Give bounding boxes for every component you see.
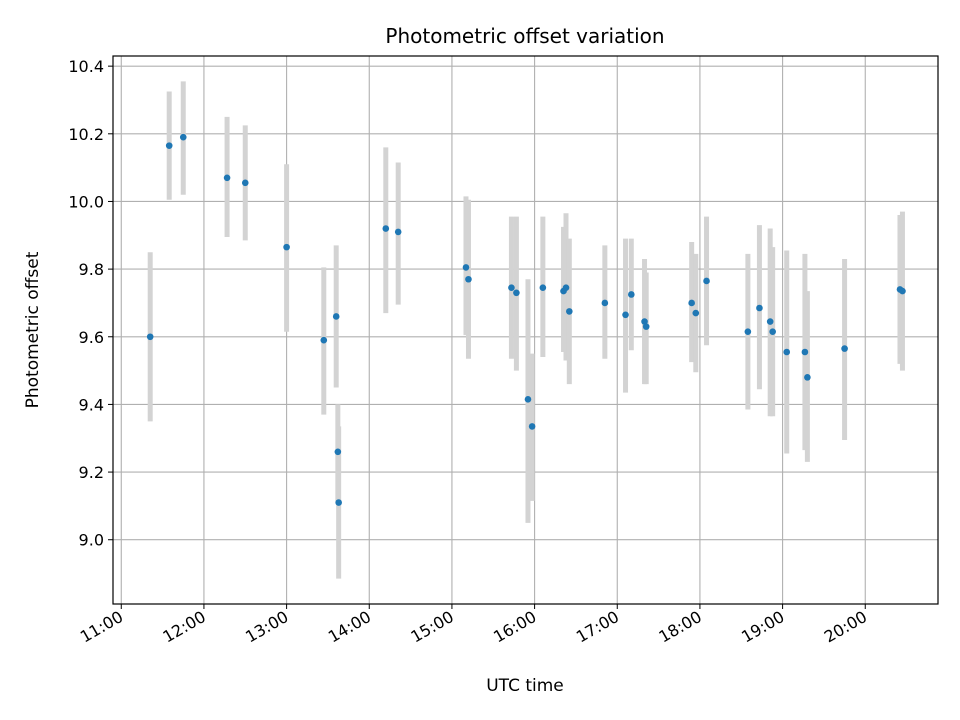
data-point [692,309,700,317]
data-point [641,318,648,325]
data-point [223,174,231,182]
y-tick-label: 10.0 [68,192,104,211]
data-point [283,243,290,251]
data-point [783,348,791,356]
data-point [332,313,340,320]
y-tick-label: 9.2 [79,463,104,482]
x-axis-label: UTC time [486,676,564,696]
data-point [601,299,609,307]
data-point [465,275,472,283]
data-point [539,284,547,292]
data-point [766,318,774,325]
data-point [394,228,402,236]
y-axis-label: Photometric offset [23,251,43,408]
data-point [382,225,390,232]
data-point [528,423,536,430]
data-point [508,284,515,292]
data-point [146,333,154,341]
y-tick-label: 10.4 [68,57,104,76]
y-tick-label: 9.8 [79,260,104,279]
chart-title: Photometric offset variation [385,24,664,48]
data-point [899,287,906,295]
data-point [769,328,776,335]
data-point [462,264,470,271]
data-point [744,328,752,335]
data-point [334,448,342,456]
data-point [524,396,532,403]
y-tick-label: 9.0 [79,531,104,550]
data-point [562,284,570,292]
data-point [688,299,695,307]
data-points [146,133,906,506]
data-point [628,291,635,298]
data-point [622,311,629,319]
data-point [756,304,763,312]
data-point [642,323,650,330]
y-tick-label: 9.6 [79,328,104,347]
data-point [320,336,328,344]
y-axis: 9.0 9.2 9.4 9.6 9.8 10.0 10.2 10.4 [68,57,113,550]
data-point [165,142,173,149]
plot-frame [112,55,939,605]
data-point [335,499,342,506]
data-point [703,277,710,285]
data-point [841,345,848,352]
data-point [241,179,249,187]
data-point [804,374,811,381]
data-point [513,289,520,297]
data-point [566,308,573,315]
data-point [801,348,809,356]
data-point [179,133,187,141]
y-tick-label: 9.4 [79,395,104,414]
y-tick-label: 10.2 [68,125,104,144]
